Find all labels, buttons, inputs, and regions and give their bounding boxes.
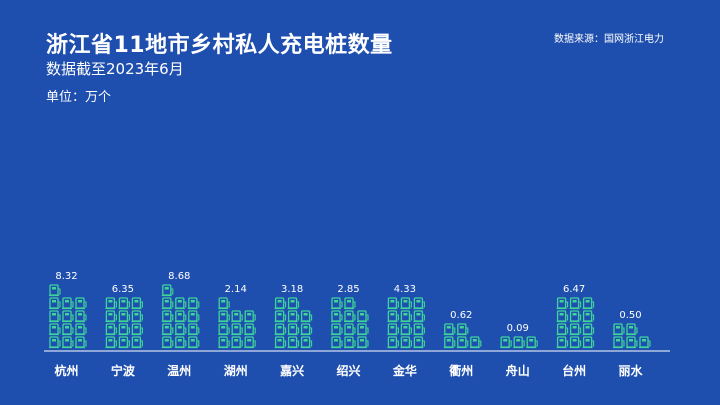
bar-2 (105, 297, 143, 349)
value-label: 0.09 (507, 323, 529, 334)
bar-9 (500, 336, 538, 349)
value-label: 8.68 (168, 271, 190, 282)
bar-1 (49, 284, 87, 349)
category-label: 舟山 (506, 363, 530, 378)
unit-label: 单位：万个 (46, 90, 112, 105)
value-label: 2.85 (337, 284, 359, 295)
bar-3 (161, 284, 200, 349)
category-label: 嘉兴 (279, 363, 304, 378)
chart-subtitle: 数据截至2023年6月 (46, 60, 184, 78)
category-label: 湖州 (224, 363, 248, 378)
bar-5 (274, 297, 313, 349)
category-label: 金华 (392, 363, 417, 378)
value-label: 0.62 (450, 310, 472, 321)
bar-11 (613, 323, 651, 349)
value-label: 6.47 (563, 284, 585, 295)
bar-8 (443, 323, 482, 349)
bar-10 (556, 297, 595, 349)
value-label: 8.32 (55, 271, 77, 282)
chart-title: 浙江省11地市乡村私人充电桩数量 (46, 33, 393, 58)
category-label: 绍兴 (336, 363, 360, 378)
bar-4 (218, 297, 256, 349)
value-label: 3.18 (281, 284, 303, 295)
value-label: 4.33 (394, 284, 416, 295)
category-label: 衢州 (449, 363, 473, 378)
value-label: 2.14 (225, 284, 247, 295)
category-label: 台州 (562, 363, 586, 378)
bar-7 (387, 297, 425, 349)
category-label: 丽水 (618, 363, 643, 378)
category-label: 宁波 (111, 363, 136, 378)
value-label: 0.50 (619, 310, 641, 321)
source-note: 数据来源：国网浙江电力 (554, 34, 664, 45)
category-label: 杭州 (54, 363, 78, 378)
value-label: 6.35 (112, 284, 134, 295)
bar-6 (331, 297, 369, 349)
category-label: 温州 (167, 364, 191, 378)
